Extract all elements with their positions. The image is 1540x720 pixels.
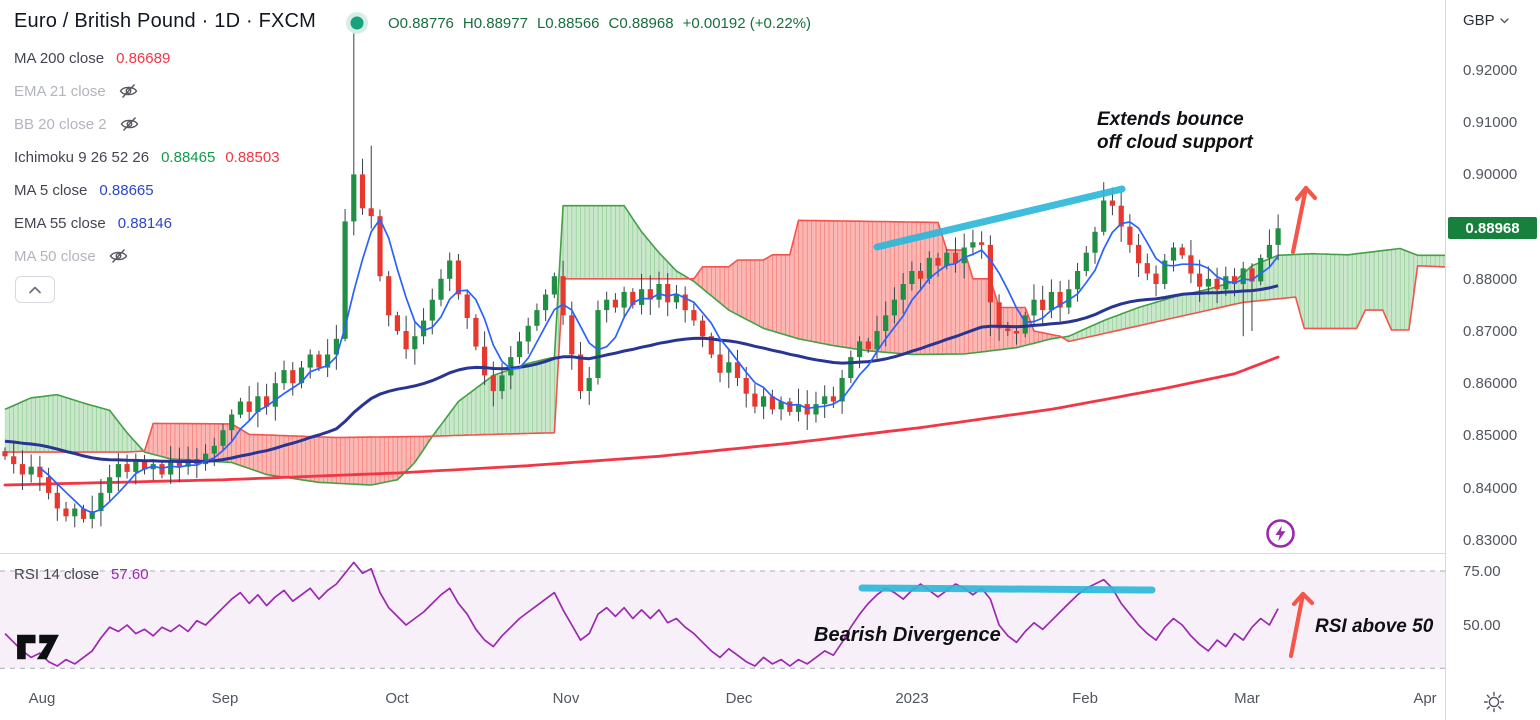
ohlc-open: O0.88776 bbox=[388, 15, 454, 32]
legend-label: MA 50 close bbox=[14, 247, 96, 265]
time-tick: Mar bbox=[1234, 690, 1260, 707]
legend-row-ma200[interactable]: MA 200 close 0.86689 bbox=[14, 47, 170, 69]
tradingview-logo[interactable] bbox=[15, 631, 61, 663]
currency-selector[interactable]: GBP bbox=[1463, 12, 1509, 29]
eye-off-icon[interactable] bbox=[108, 248, 129, 264]
pane-divider[interactable] bbox=[0, 553, 1540, 554]
ohlc-change: +0.00192 (+0.22%) bbox=[682, 15, 812, 32]
legend-row-bb20[interactable]: BB 20 close 2 bbox=[14, 113, 140, 135]
ema-55-line bbox=[4, 284, 1279, 463]
time-tick: Feb bbox=[1072, 690, 1098, 707]
annotation-cloud-support[interactable]: Extends bounce off cloud support bbox=[1097, 108, 1253, 154]
legend-label: EMA 55 close bbox=[14, 214, 106, 232]
legend-value: 0.88146 bbox=[117, 214, 172, 232]
legend-row-ma5[interactable]: MA 5 close 0.88665 bbox=[14, 179, 154, 201]
legend-row-ma50[interactable]: MA 50 close bbox=[14, 245, 129, 267]
legend-value: 0.88665 bbox=[99, 181, 154, 199]
time-tick: Apr bbox=[1413, 690, 1437, 707]
rsi-trendline-drawing[interactable] bbox=[858, 584, 1156, 594]
legend-row-ema55[interactable]: EMA 55 close 0.88146 bbox=[14, 212, 172, 234]
candlesticks bbox=[2, 33, 1281, 529]
ohlc-close: C0.88968 bbox=[608, 15, 674, 32]
ohlc-readout: O0.88776 H0.88977 L0.88566 C0.88968 +0.00192… bbox=[388, 15, 820, 32]
price-tick: 0.85000 bbox=[1463, 427, 1518, 444]
chevron-down-icon bbox=[1500, 17, 1509, 23]
legend-value-base: 0.88503 bbox=[225, 148, 280, 166]
price-tick: 0.92000 bbox=[1463, 62, 1518, 79]
rsi-legend-label: RSI 14 close bbox=[14, 566, 100, 583]
legend-label: MA 5 close bbox=[14, 181, 88, 199]
ohlc-low: L0.88566 bbox=[536, 15, 600, 32]
price-tick: 0.91000 bbox=[1463, 114, 1518, 131]
time-tick: Nov bbox=[552, 690, 580, 707]
ichimoku-cloud bbox=[4, 204, 1445, 486]
price-trendline-drawing[interactable] bbox=[873, 185, 1126, 251]
legend-value: 0.86689 bbox=[116, 49, 171, 67]
axis-settings-sun-icon[interactable] bbox=[1483, 691, 1505, 713]
current-price-label: 0.88968 bbox=[1448, 217, 1537, 239]
rsi-tick: 50.00 bbox=[1463, 617, 1501, 634]
annotation-line-1: Extends bounce bbox=[1097, 109, 1244, 130]
legend-collapse-button[interactable] bbox=[15, 276, 55, 303]
legend-row-ema21[interactable]: EMA 21 close bbox=[14, 80, 139, 102]
annotation-line-2: off cloud support bbox=[1097, 132, 1253, 153]
legend-label: EMA 21 close bbox=[14, 82, 106, 100]
time-tick: Aug bbox=[28, 690, 56, 707]
time-axis[interactable]: Aug Sep Oct Nov Dec 2023 Feb Mar Apr bbox=[0, 682, 1445, 720]
rsi-line bbox=[4, 561, 1279, 667]
price-tick: 0.84000 bbox=[1463, 480, 1518, 497]
price-tick: 0.86000 bbox=[1463, 375, 1518, 392]
lightning-icon[interactable] bbox=[1264, 517, 1297, 550]
rsi-legend-row[interactable]: RSI 14 close 57.60 bbox=[14, 566, 149, 583]
rsi-legend-value: 57.60 bbox=[111, 566, 149, 583]
ohlc-high: H0.88977 bbox=[462, 15, 528, 32]
rsi-band bbox=[0, 570, 1445, 669]
ma-5-line bbox=[39, 218, 1279, 514]
ma-200-line bbox=[3, 355, 1280, 487]
price-axis[interactable]: GBP 0.92000 0.91000 0.90000 0.88968 0.88… bbox=[1445, 0, 1540, 720]
legend-label: BB 20 close 2 bbox=[14, 115, 107, 133]
time-tick: Sep bbox=[211, 690, 239, 707]
annotation-bearish-divergence[interactable]: Bearish Divergence bbox=[814, 624, 1001, 646]
time-tick: Dec bbox=[725, 690, 753, 707]
legend-value-conversion: 0.88465 bbox=[161, 148, 216, 166]
time-tick: 2023 bbox=[895, 690, 929, 707]
legend-row-ichimoku[interactable]: Ichimoku 9 26 52 26 0.88465 0.88503 bbox=[14, 146, 280, 168]
annotation-rsi-above-50[interactable]: RSI above 50 bbox=[1315, 616, 1434, 637]
chevron-up-icon bbox=[29, 286, 41, 293]
legend-label: MA 200 close bbox=[14, 49, 105, 67]
symbol-title[interactable]: Euro / British Pound · 1D · FXCM bbox=[14, 10, 317, 32]
price-tick: 0.83000 bbox=[1463, 532, 1518, 549]
price-tick: 0.88000 bbox=[1463, 271, 1518, 288]
price-tick: 0.90000 bbox=[1463, 166, 1518, 183]
time-tick: Oct bbox=[385, 690, 409, 707]
currency-label: GBP bbox=[1463, 12, 1495, 29]
price-tick: 0.87000 bbox=[1463, 323, 1518, 340]
price-up-arrow-drawing[interactable] bbox=[1290, 185, 1318, 255]
rsi-tick: 75.00 bbox=[1463, 563, 1501, 580]
market-status-dot[interactable] bbox=[345, 11, 369, 35]
eye-off-icon[interactable] bbox=[118, 83, 139, 99]
legend-label: Ichimoku 9 26 52 26 bbox=[14, 148, 150, 166]
rsi-up-arrow-drawing[interactable] bbox=[1288, 591, 1315, 659]
eye-off-icon[interactable] bbox=[119, 116, 140, 132]
